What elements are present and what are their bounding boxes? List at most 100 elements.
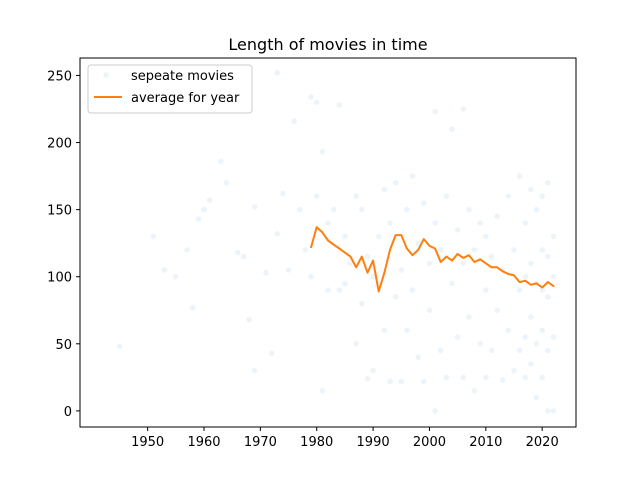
scatter-point bbox=[477, 341, 484, 347]
scatter-point bbox=[364, 253, 371, 260]
scatter-point bbox=[240, 253, 247, 260]
scatter-point bbox=[426, 260, 433, 267]
scatter-point bbox=[545, 347, 551, 354]
plot-area bbox=[116, 70, 557, 414]
scatter-point bbox=[545, 408, 551, 414]
scatter-point bbox=[533, 341, 540, 347]
scatter-point bbox=[528, 260, 534, 267]
scatter-point bbox=[432, 108, 438, 115]
scatter-point bbox=[342, 280, 348, 287]
scatter-point bbox=[313, 193, 320, 199]
legend: sepeate movies average for year bbox=[87, 64, 253, 114]
scatter-point bbox=[460, 374, 467, 381]
scatter-point bbox=[522, 220, 529, 226]
scatter-point bbox=[319, 149, 326, 155]
scatter-point bbox=[550, 334, 557, 340]
scatter-point bbox=[308, 273, 314, 280]
scatter-point bbox=[364, 375, 371, 382]
scatter-point bbox=[297, 206, 303, 213]
scatter-point bbox=[471, 388, 478, 394]
scatter-point bbox=[184, 247, 190, 253]
x-tick-label: 1960 bbox=[187, 435, 220, 450]
scatter-point bbox=[432, 220, 438, 226]
scatter-point bbox=[443, 193, 450, 199]
scatter-point bbox=[528, 361, 534, 367]
scatter-point bbox=[460, 106, 467, 112]
scatter-point bbox=[409, 287, 416, 293]
x-axis: 1950 1960 1970 1980 1990 2000 2010 2020 bbox=[131, 427, 559, 450]
y-tick-label: 150 bbox=[47, 204, 72, 219]
scatter-point bbox=[421, 378, 427, 385]
scatter-point bbox=[274, 70, 281, 76]
x-tick-label: 2010 bbox=[469, 435, 502, 450]
scatter-point bbox=[454, 334, 461, 340]
scatter-point bbox=[409, 173, 416, 179]
scatter-point bbox=[494, 213, 500, 220]
scatter-point bbox=[533, 394, 540, 401]
scatter-point bbox=[539, 247, 545, 253]
legend-label-line: average for year bbox=[131, 91, 240, 106]
scatter-point bbox=[522, 334, 529, 340]
scatter-point bbox=[483, 233, 489, 240]
scatter-point bbox=[483, 287, 489, 293]
scatter-point bbox=[319, 388, 326, 394]
scatter-point bbox=[471, 247, 478, 253]
scatter-point bbox=[189, 304, 196, 311]
legend-marker-scatter bbox=[103, 72, 109, 78]
scatter-point bbox=[218, 158, 224, 165]
scatter-point bbox=[359, 206, 365, 213]
scatter-point bbox=[398, 378, 405, 385]
scatter-point bbox=[195, 216, 202, 222]
scatter-point bbox=[539, 374, 545, 381]
scatter-point bbox=[370, 273, 376, 280]
scatter-point bbox=[516, 173, 523, 179]
scatter-point bbox=[375, 233, 382, 240]
y-tick-label: 0 bbox=[64, 405, 72, 420]
scatter-point bbox=[353, 193, 360, 199]
scatter-layer bbox=[116, 70, 557, 414]
scatter-point bbox=[392, 294, 399, 300]
scatter-point bbox=[251, 367, 258, 374]
scatter-point bbox=[545, 180, 551, 186]
scatter-point bbox=[426, 307, 433, 314]
line-layer bbox=[310, 226, 555, 293]
y-tick-label: 200 bbox=[47, 137, 72, 152]
scatter-point bbox=[488, 347, 495, 354]
scatter-point bbox=[505, 193, 512, 199]
scatter-point bbox=[499, 377, 506, 383]
scatter-point bbox=[353, 341, 360, 347]
scatter-point bbox=[359, 300, 365, 307]
y-axis: 0 50 100 150 200 250 bbox=[47, 69, 80, 420]
x-tick-label: 1970 bbox=[244, 435, 277, 450]
scatter-point bbox=[483, 374, 489, 381]
scatter-point bbox=[370, 367, 376, 374]
scatter-point bbox=[550, 233, 557, 240]
average-line bbox=[310, 226, 555, 293]
scatter-point bbox=[268, 350, 275, 357]
scatter-point bbox=[325, 220, 331, 226]
scatter-point bbox=[313, 99, 320, 106]
scatter-point bbox=[263, 269, 269, 276]
scatter-point bbox=[280, 190, 286, 197]
x-tick-label: 2000 bbox=[413, 435, 446, 450]
scatter-point bbox=[528, 314, 534, 320]
scatter-point bbox=[466, 206, 472, 213]
scatter-point bbox=[550, 273, 557, 280]
scatter-point bbox=[336, 287, 343, 293]
scatter-point bbox=[116, 343, 123, 350]
scatter-point bbox=[454, 227, 461, 233]
scatter-point bbox=[387, 378, 393, 385]
legend-box bbox=[87, 64, 253, 114]
scatter-point bbox=[516, 287, 523, 293]
y-tick-label: 50 bbox=[55, 338, 72, 353]
x-tick-label: 1980 bbox=[300, 435, 333, 450]
scatter-point bbox=[404, 327, 410, 334]
scatter-point bbox=[274, 231, 281, 237]
legend-label-scatter: sepeate movies bbox=[131, 69, 234, 84]
scatter-point bbox=[460, 260, 467, 267]
scatter-point bbox=[437, 347, 444, 354]
scatter-point bbox=[539, 287, 545, 293]
scatter-point bbox=[539, 193, 545, 199]
scatter-point bbox=[387, 220, 393, 226]
